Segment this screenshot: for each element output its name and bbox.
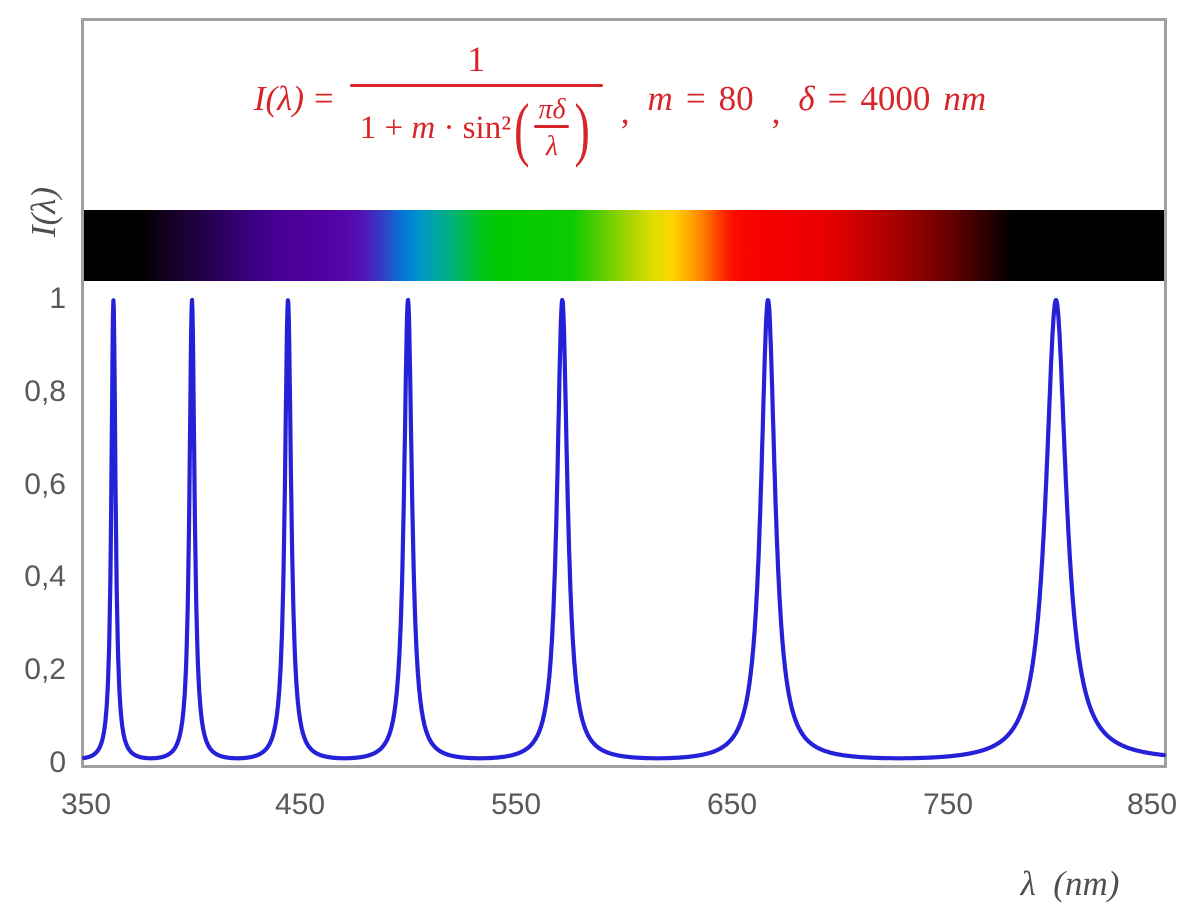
fraction-bar xyxy=(349,84,603,87)
y-tick-0,8: 0,8 xyxy=(24,374,66,408)
x-tick-450: 450 xyxy=(274,788,326,821)
x-tick-850: 850 xyxy=(1126,788,1178,821)
formula-title: I(λ) = 1 1 + m · sin² ( πδ λ ) , m = 80 xyxy=(84,34,1164,165)
formula-fraction: 1 1 + m · sin² ( πδ λ ) xyxy=(349,34,603,165)
y-tick-0,6: 0,6 xyxy=(24,467,66,501)
inner-denominator-lambda: λ xyxy=(545,130,559,162)
inner-fraction: πδ λ xyxy=(534,94,570,163)
separator-comma-2: , xyxy=(771,92,781,132)
param-delta-equals: = xyxy=(827,79,848,119)
x-tick-350: 350 xyxy=(60,788,112,821)
param-m: m = 80 xyxy=(648,79,754,119)
inner-fraction-bar xyxy=(534,125,570,128)
y-tick-0,2: 0,2 xyxy=(24,653,66,687)
formula-equals-sign: = xyxy=(313,79,334,119)
param-m-value: 80 xyxy=(718,79,754,119)
param-delta-value: 4000 xyxy=(860,79,931,119)
denominator-var-m: m xyxy=(411,110,436,147)
x-axis-title: λ (nm) xyxy=(1020,864,1120,903)
y-tick-1: 1 xyxy=(49,282,66,316)
param-m-name: m xyxy=(647,79,673,119)
inner-numerator-pi-delta: πδ xyxy=(538,94,566,125)
denominator-prefix: 1 + xyxy=(359,110,412,147)
fraction-denominator: 1 + m · sin² ( πδ λ ) xyxy=(350,87,603,165)
denominator-sin-squared: · sin² xyxy=(435,110,512,147)
separator-comma-1: , xyxy=(620,92,630,132)
y-tick-0,4: 0,4 xyxy=(24,560,66,594)
formula-lhs: I(λ) xyxy=(253,79,304,119)
param-delta-unit: nm xyxy=(943,79,987,119)
param-delta: δ = 4000 nm xyxy=(798,79,986,119)
visible-spectrum-bar xyxy=(84,210,1164,281)
x-tick-750: 750 xyxy=(922,788,974,821)
open-paren: ( xyxy=(514,88,530,168)
param-m-equals: = xyxy=(685,79,706,119)
fraction-numerator: 1 xyxy=(467,39,486,79)
x-tick-550: 550 xyxy=(490,788,542,821)
close-paren: ) xyxy=(574,88,590,168)
y-axis-title: I(λ) xyxy=(24,186,63,238)
param-delta-name: δ xyxy=(798,79,815,119)
y-tick-0: 0 xyxy=(49,746,66,780)
x-tick-650: 650 xyxy=(706,788,758,821)
